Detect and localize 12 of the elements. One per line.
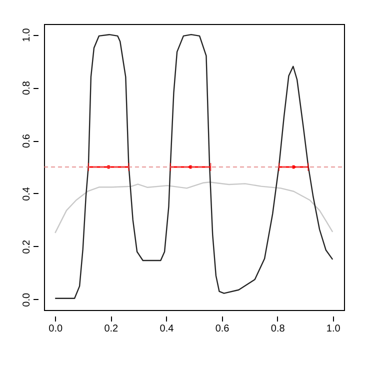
y-tick-label: 0.2 xyxy=(22,240,32,254)
y-tick-label: 0.0 xyxy=(22,292,32,307)
x-tick-label: 0.8 xyxy=(270,324,286,334)
x-tick-label: 1.0 xyxy=(326,324,341,334)
y-tick-label: 0.6 xyxy=(22,134,32,148)
x-tick-label: 0.2 xyxy=(104,324,119,334)
y-tick-label: 0.4 xyxy=(22,186,32,201)
x-tick-label: 0.6 xyxy=(215,324,230,334)
y-tick-label: 0.8 xyxy=(22,80,32,96)
x-tick-label: 0.0 xyxy=(48,324,63,334)
x-tick-label: 0.4 xyxy=(160,324,174,334)
y-tick-label: 1.0 xyxy=(22,28,32,42)
